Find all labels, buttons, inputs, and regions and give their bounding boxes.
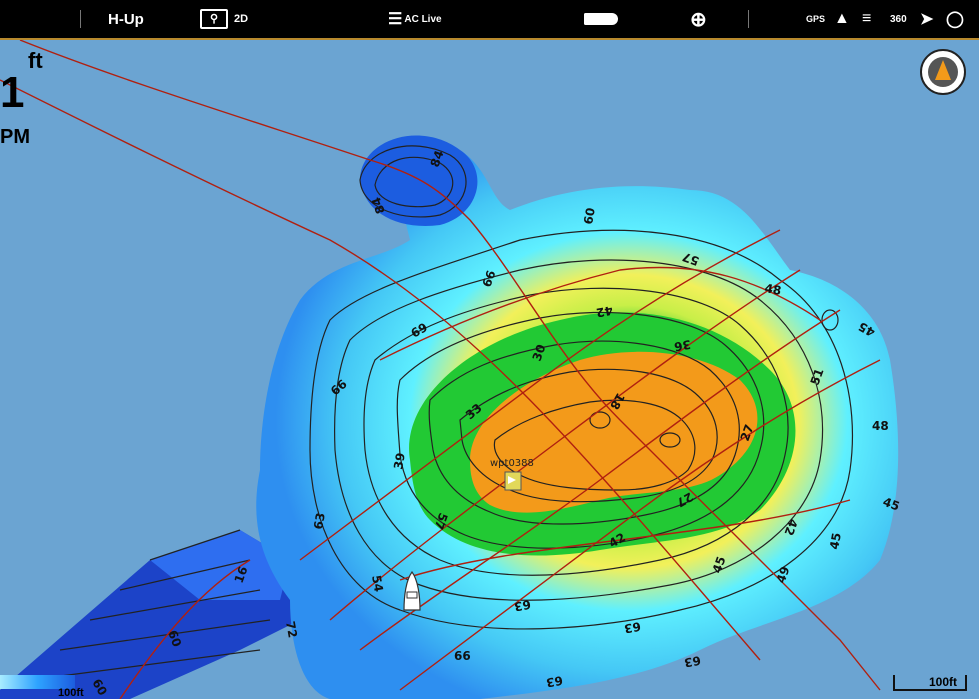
crosshair-icon: ⊕ bbox=[690, 8, 707, 31]
depth-labels: 84 84 60 66 57 48 42 69 45 36 30 66 51 3… bbox=[89, 149, 901, 698]
deep-hump bbox=[360, 135, 478, 226]
contour-lines bbox=[29, 145, 853, 681]
channel-mid bbox=[150, 530, 290, 600]
flag-icon bbox=[508, 476, 516, 484]
compass-icon: ➤ bbox=[920, 11, 934, 28]
depth-label: 57 bbox=[681, 249, 701, 268]
orientation-label: H-Up bbox=[108, 10, 144, 28]
chart-map[interactable]: 84 84 60 66 57 48 42 69 45 36 30 66 51 3… bbox=[0, 40, 979, 699]
waypoint-label: wpt0388 bbox=[490, 458, 534, 469]
depth-label: 39 bbox=[391, 452, 408, 471]
ac-live-label: AC Live bbox=[404, 13, 442, 25]
depth-label: 42 bbox=[595, 303, 614, 320]
sonar-icon: ▲ bbox=[834, 10, 850, 27]
view-mode-label: 2D bbox=[234, 13, 249, 25]
top-status-bar: H-Up ⚲ 2D ☰ AC Live ⊕ GPS ▲ ≡ 360 ➤ ◯ bbox=[0, 0, 979, 40]
depth-label: 27 bbox=[738, 423, 757, 443]
sonar-360-status[interactable]: 360 bbox=[890, 0, 907, 38]
survey-tracks bbox=[0, 40, 881, 699]
layers-status[interactable]: ≡ bbox=[862, 0, 871, 38]
depth-label: 48 bbox=[872, 419, 889, 433]
depth-label: 30 bbox=[530, 343, 549, 363]
divider bbox=[80, 10, 81, 28]
crosshair-button[interactable]: ⊕ bbox=[690, 0, 707, 38]
depth-label: 57 bbox=[431, 511, 450, 531]
boat-view-button[interactable] bbox=[584, 0, 618, 38]
divider bbox=[748, 10, 749, 28]
depth-label: 51 bbox=[808, 367, 827, 387]
depth-label: 84 bbox=[428, 149, 447, 169]
depth-label: 42 bbox=[781, 517, 800, 537]
depth-label: 66 bbox=[454, 649, 471, 663]
depth-label: 84 bbox=[369, 195, 388, 215]
depth-label: 60 bbox=[581, 207, 598, 226]
depth-label: 63 bbox=[513, 597, 532, 614]
compass-status[interactable]: ➤ bbox=[920, 0, 933, 38]
view-mode-button[interactable]: ⚲ 2D bbox=[200, 0, 248, 38]
compass-rose[interactable] bbox=[920, 49, 966, 95]
waypoint-marker[interactable]: wpt0388 bbox=[490, 458, 534, 491]
gps-status[interactable]: GPS bbox=[806, 0, 825, 38]
layers-icon: ≡ bbox=[862, 10, 872, 27]
sonar-status[interactable]: ▲ bbox=[834, 0, 850, 38]
ac-live-button[interactable]: ☰ AC Live bbox=[388, 0, 442, 38]
depth-label: 45 bbox=[881, 495, 901, 514]
depth-label: 48 bbox=[763, 281, 782, 298]
sliders-icon: ☰ bbox=[388, 11, 403, 28]
depth-label: 63 bbox=[683, 653, 702, 670]
depth-value: 1 bbox=[0, 68, 25, 117]
autopilot-status[interactable]: ◯ bbox=[946, 0, 964, 38]
orientation-button[interactable]: H-Up bbox=[108, 0, 144, 38]
depth-label: 49 bbox=[774, 565, 793, 585]
sonar-360-icon: 360 bbox=[890, 13, 907, 25]
depth-label: 72 bbox=[283, 620, 300, 639]
depth-label: 45 bbox=[827, 532, 844, 551]
depth-legend bbox=[0, 675, 75, 689]
depth-label: 60 bbox=[165, 628, 184, 648]
scale-bar bbox=[893, 675, 967, 691]
depth-label: 16 bbox=[232, 565, 251, 585]
depth-label: 54 bbox=[369, 574, 386, 593]
vessel-icon bbox=[403, 570, 421, 611]
boat-icon bbox=[584, 13, 618, 25]
depth-label: 63 bbox=[311, 512, 328, 531]
depth-label: 63 bbox=[623, 619, 642, 636]
map-key-icon: ⚲ bbox=[200, 9, 228, 29]
autopilot-icon: ◯ bbox=[946, 11, 964, 28]
legend-label: 100ft bbox=[58, 687, 84, 699]
depth-label: 66 bbox=[480, 269, 499, 289]
depth-label: 63 bbox=[545, 673, 564, 690]
depth-unit: ft bbox=[28, 48, 43, 73]
vessel-cabin bbox=[406, 591, 418, 599]
scale-label: 100ft bbox=[928, 675, 957, 689]
north-arrow-icon bbox=[935, 60, 951, 80]
depth-label: 45 bbox=[710, 555, 729, 575]
depth-label: 36 bbox=[673, 337, 692, 354]
gps-icon: GPS bbox=[806, 14, 826, 24]
speed-unit: PM bbox=[0, 126, 30, 148]
boat-position[interactable] bbox=[403, 570, 421, 611]
